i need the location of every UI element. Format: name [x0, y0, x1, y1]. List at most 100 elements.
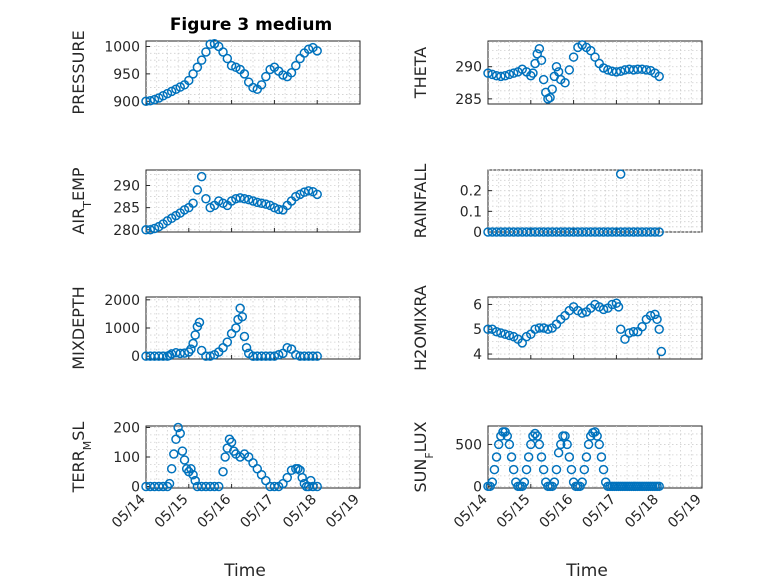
subplot-sun_flux: 0 500 05/14 05/15 05/16 05/17 05/18 05/19 Time SU…: [411, 421, 705, 581]
axes-frame: [145, 296, 361, 360]
data-point: [222, 337, 233, 347]
data-point: [491, 452, 502, 462]
data-point: [256, 80, 267, 90]
data-point: [596, 452, 607, 462]
data-point: [308, 481, 318, 492]
x-tick-label: 05/18: [280, 492, 320, 532]
data-point: [269, 202, 280, 213]
data-point: [564, 452, 575, 462]
data-point: [641, 65, 652, 75]
data-point: [598, 63, 609, 73]
x-tick-label: 05/19: [323, 492, 363, 532]
y-axis-label: PRESSURE: [69, 30, 88, 114]
data-point: [568, 52, 579, 62]
data-point: [491, 326, 502, 337]
x-tick-label: 05/17: [579, 492, 619, 532]
y-tick-label: 280: [113, 223, 140, 239]
data-point: [291, 60, 301, 71]
data-point: [654, 324, 664, 334]
y-tick-label: 290: [455, 60, 482, 76]
x-axis-label: Time: [223, 561, 266, 581]
data-point: [489, 464, 500, 475]
data-point: [536, 55, 547, 66]
data-point: [530, 428, 540, 439]
data-point: [611, 67, 622, 77]
data-point: [306, 475, 316, 486]
data-point: [523, 452, 534, 462]
data-point: [192, 185, 203, 195]
y-tick-label: 285: [113, 201, 140, 217]
data-point: [560, 78, 570, 88]
data-point: [261, 71, 271, 82]
data-point: [196, 171, 207, 182]
data-point: [532, 49, 542, 59]
data-point: [487, 69, 498, 80]
y-axis-label: TERRMSL: [69, 422, 94, 494]
data-point: [620, 334, 630, 344]
y-tick-label: 6: [473, 297, 482, 313]
y-tick-label: 0: [131, 349, 140, 365]
subplot-mixdepth: 0 1000 2000 MIXDEPTH: [69, 286, 361, 370]
subplot-terr_msl: 0 100 200 05/14 05/15 05/16 05/17 05/18 05/19 Tim…: [69, 420, 363, 581]
data-point: [496, 71, 506, 82]
data-point: [239, 69, 250, 79]
data-point: [158, 351, 168, 361]
data-point: [303, 186, 314, 196]
data-point: [282, 472, 292, 483]
data-point: [237, 311, 248, 322]
data-point: [231, 323, 241, 333]
data-point: [564, 65, 575, 75]
data-point: [547, 84, 557, 94]
data-point: [188, 69, 198, 79]
axes-frame: [487, 169, 703, 233]
data-point: [252, 197, 263, 208]
data-point: [528, 68, 538, 78]
y-axis-label: RAINFALL: [411, 164, 430, 239]
data-point: [205, 351, 215, 361]
data-point: [566, 464, 577, 475]
data-point: [654, 481, 664, 492]
data-point: [594, 439, 605, 450]
data-point: [248, 196, 258, 206]
data-point: [536, 452, 547, 462]
data-point: [504, 69, 515, 80]
data-point: [175, 428, 185, 439]
data-point: [508, 464, 519, 475]
data-point: [188, 469, 198, 480]
data-point: [590, 52, 600, 62]
data-point: [504, 330, 515, 341]
data-point: [190, 475, 200, 486]
data-point: [577, 477, 587, 487]
data-point: [291, 350, 301, 360]
y-axis-label: AIRTEMP: [69, 167, 94, 234]
data-point: [218, 47, 228, 57]
y-axis-label: MIXDEPTH: [69, 286, 88, 369]
y-tick-label: 5: [473, 322, 482, 338]
data-point: [545, 92, 555, 103]
data-point: [201, 351, 211, 361]
y-tick-label: 1000: [104, 39, 140, 55]
y-axis-label: H2OMIXRA: [411, 285, 430, 371]
data-point: [256, 198, 267, 208]
figure-title: Figure 3 medium: [170, 15, 332, 35]
data-point: [179, 455, 190, 465]
data-point: [562, 439, 572, 450]
data-point: [506, 452, 517, 462]
y-tick-label: 285: [455, 92, 482, 108]
data-point: [214, 481, 224, 492]
data-point: [577, 308, 587, 318]
y-tick-label: 0.1: [460, 204, 482, 220]
data-point: [261, 199, 271, 209]
data-point: [656, 346, 667, 357]
data-point: [186, 464, 196, 474]
data-point: [483, 68, 493, 78]
data-point: [615, 324, 626, 334]
x-tick-label: 05/19: [665, 492, 705, 532]
data-point: [220, 452, 230, 462]
data-point: [177, 446, 188, 456]
data-point: [145, 95, 156, 106]
data-point: [273, 204, 284, 215]
data-point: [551, 61, 562, 72]
data-point: [556, 439, 566, 450]
